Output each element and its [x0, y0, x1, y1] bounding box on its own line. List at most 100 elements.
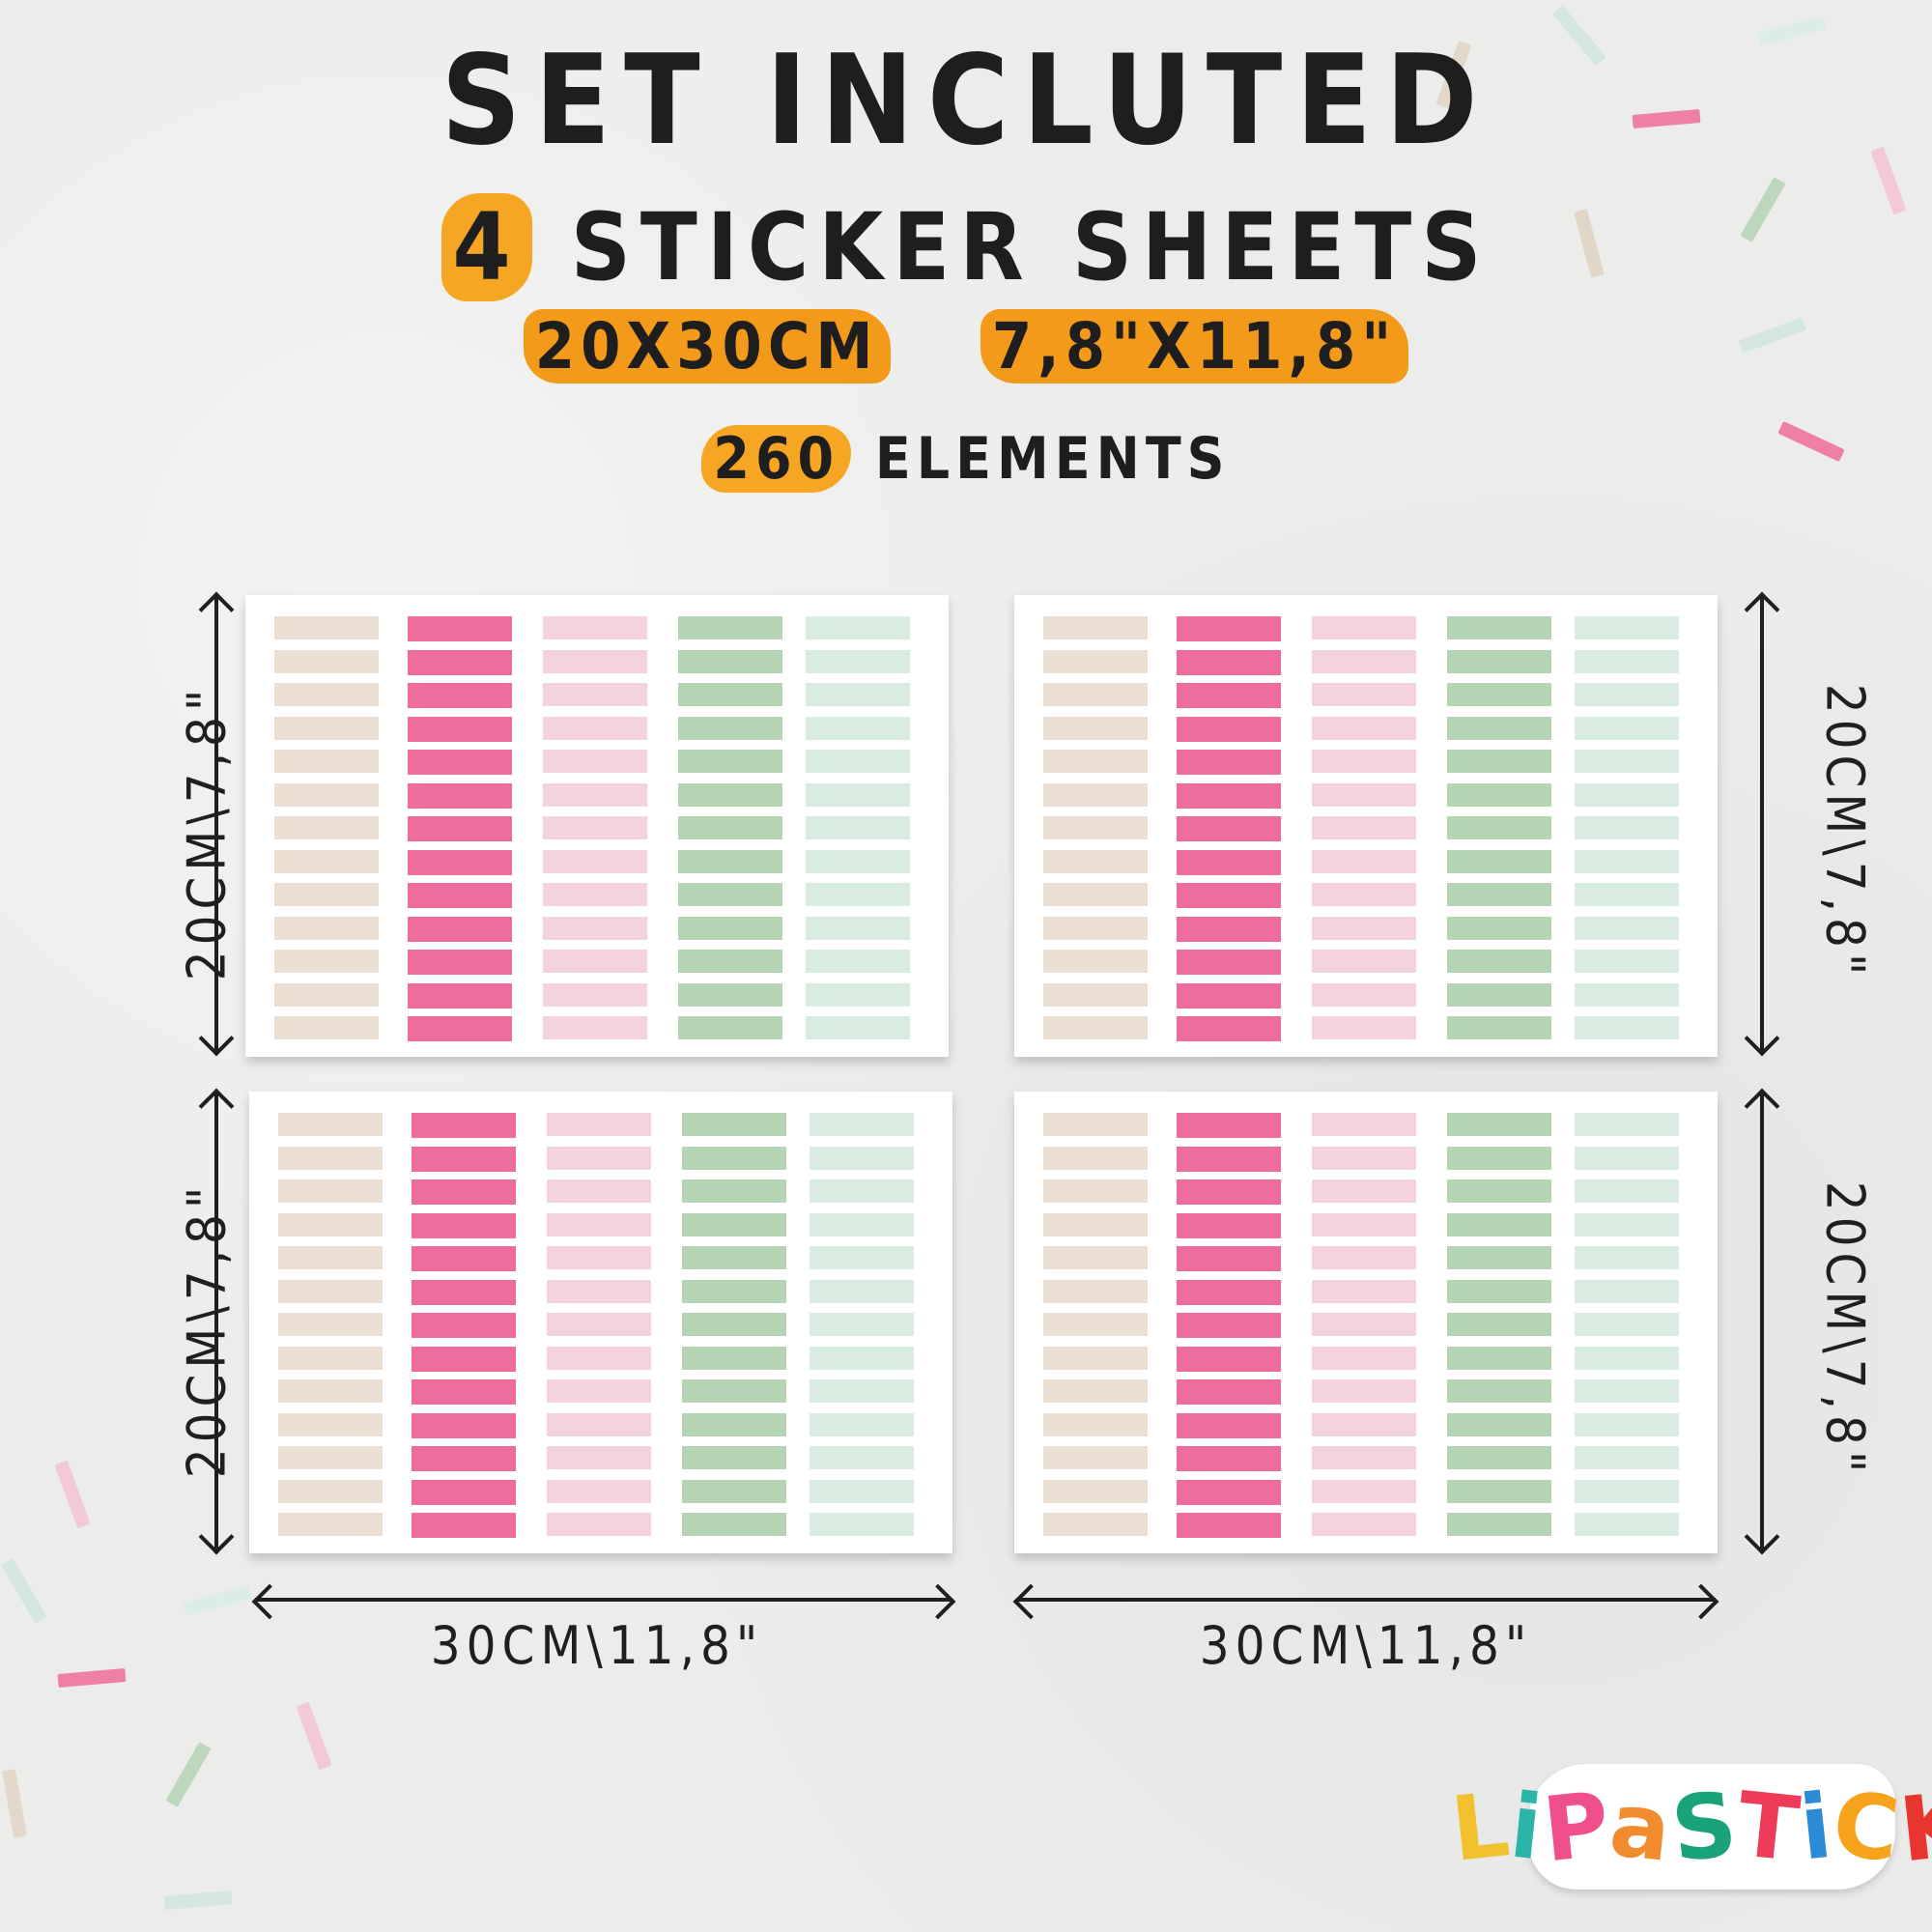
sticker-label-strip	[1447, 782, 1551, 807]
sticker-label-strip	[274, 916, 379, 940]
sticker-label-strip	[1177, 1412, 1281, 1438]
sticker-label-strip	[1312, 1446, 1416, 1469]
sticker-label-strip	[682, 1246, 786, 1269]
sticker-label-strip	[543, 916, 647, 940]
sticker-label-strip	[1575, 1179, 1679, 1203]
sticker-label-strip	[543, 950, 647, 973]
sticker-label-strip	[1043, 1179, 1148, 1203]
sticker-label-strip	[1575, 716, 1679, 740]
sticker-label-strip	[678, 1016, 782, 1039]
sheet-count: 4	[440, 193, 532, 301]
sticker-label-strip	[412, 1313, 516, 1338]
sticker-label-strip	[278, 1279, 383, 1303]
sticker-label-strip	[682, 1179, 786, 1203]
sticker-label-strip	[1312, 883, 1416, 906]
sticker-label-strip	[678, 716, 782, 740]
logo-letter: T	[1733, 1772, 1806, 1882]
sticker-label-strip	[547, 1279, 651, 1303]
elements-line: 260 ELEMENTS	[0, 425, 1932, 493]
sticker-label-strip	[412, 1179, 516, 1205]
sticker-label-strip	[1177, 1279, 1281, 1305]
elements-label: ELEMENTS	[874, 425, 1231, 493]
sticker-label-strip	[543, 649, 647, 673]
sticker-label-strip	[806, 616, 910, 639]
sticker-label-strip	[1177, 649, 1281, 675]
sticker-label-strip	[547, 1146, 651, 1170]
sticker-label-strip	[547, 1179, 651, 1203]
sticker-sheet-top-right	[1014, 595, 1718, 1057]
sticker-label-strip	[1312, 1016, 1416, 1039]
sticker-label-strip	[810, 1146, 914, 1170]
sticker-column	[1177, 1113, 1281, 1547]
sticker-label-strip	[1312, 982, 1416, 1007]
sticker-column	[1575, 616, 1679, 1050]
sticker-label-strip	[1312, 1479, 1416, 1503]
height-label-top-right: 20CM\7,8"	[1814, 683, 1876, 981]
sticker-label-strip	[1312, 1279, 1416, 1303]
sticker-label-strip	[1447, 616, 1551, 639]
sticker-label-strip	[1043, 616, 1148, 639]
sticker-column	[547, 1113, 651, 1547]
sticker-label-strip	[547, 1412, 651, 1436]
size-in: 7,8"X11,8"	[980, 309, 1409, 384]
sticker-label-strip	[274, 750, 379, 773]
sticker-label-strip	[1447, 1479, 1551, 1503]
sticker-sheet-bottom-left	[249, 1092, 952, 1553]
sticker-label-strip	[1575, 616, 1679, 639]
sticker-label-strip	[1043, 1313, 1148, 1336]
size-cm: 20X30CM	[523, 309, 891, 384]
sticker-label-strip	[810, 1113, 914, 1136]
sticker-label-strip	[1447, 1016, 1551, 1039]
sticker-label-strip	[1575, 1279, 1679, 1303]
sticker-label-strip	[1043, 1346, 1148, 1370]
sticker-label-strip	[682, 1446, 786, 1469]
sticker-label-strip	[1312, 1113, 1416, 1136]
sticker-label-strip	[806, 1016, 910, 1039]
sticker-label-strip	[412, 1346, 516, 1372]
sticker-label-strip	[1043, 1446, 1148, 1469]
sticker-label-strip	[543, 750, 647, 773]
sticker-label-strip	[408, 716, 512, 742]
sticker-label-strip	[1575, 1412, 1679, 1436]
sticker-label-strip	[1043, 716, 1148, 740]
sticker-label-strip	[547, 1346, 651, 1370]
sticker-label-strip	[1575, 1016, 1679, 1039]
sticker-label-strip	[1043, 1016, 1148, 1039]
sticker-label-strip	[682, 1346, 786, 1370]
sticker-label-strip	[1312, 1412, 1416, 1436]
sticker-label-strip	[1447, 883, 1551, 906]
sticker-label-strip	[1312, 1346, 1416, 1370]
sticker-label-strip	[274, 849, 379, 873]
sticker-label-strip	[1447, 716, 1551, 740]
sticker-label-strip	[810, 1179, 914, 1203]
sticker-label-strip	[547, 1313, 651, 1336]
sticker-label-strip	[1575, 683, 1679, 706]
sticker-label-strip	[543, 849, 647, 873]
sticker-label-strip	[278, 1113, 383, 1136]
sticker-sheet-bottom-right	[1014, 1092, 1718, 1553]
sticker-label-strip	[547, 1379, 651, 1403]
sticker-label-strip	[1312, 1379, 1416, 1403]
sticker-label-strip	[1043, 816, 1148, 839]
sticker-label-strip	[547, 1446, 651, 1469]
sticker-label-strip	[1312, 649, 1416, 673]
sticker-label-strip	[408, 849, 512, 875]
sticker-label-strip	[408, 883, 512, 908]
sticker-label-strip	[278, 1146, 383, 1170]
sticker-label-strip	[1312, 916, 1416, 940]
sticker-label-strip	[274, 683, 379, 706]
sticker-label-strip	[1043, 916, 1148, 940]
sticker-label-strip	[810, 1479, 914, 1503]
sticker-label-strip	[1447, 1379, 1551, 1403]
sticker-label-strip	[806, 982, 910, 1007]
sticker-label-strip	[1447, 1412, 1551, 1436]
sticker-label-strip	[408, 816, 512, 841]
sticker-label-strip	[408, 683, 512, 708]
sticker-label-strip	[1177, 1113, 1281, 1138]
sticker-label-strip	[1447, 1279, 1551, 1303]
sticker-label-strip	[678, 782, 782, 807]
sticker-column	[1447, 616, 1551, 1050]
sticker-label-strip	[1312, 816, 1416, 839]
sticker-label-strip	[1312, 950, 1416, 973]
sticker-label-strip	[1043, 683, 1148, 706]
